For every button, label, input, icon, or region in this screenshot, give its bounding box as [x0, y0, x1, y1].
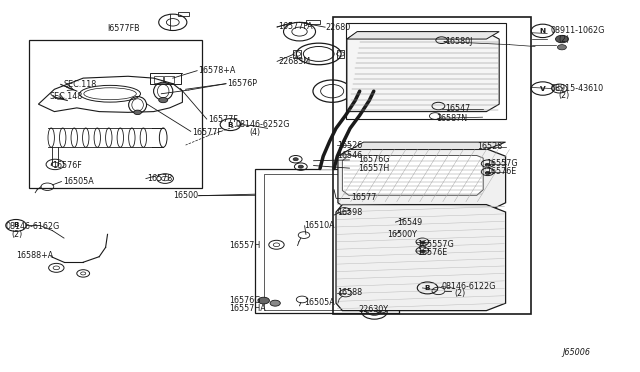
Text: 16577F: 16577F [192, 128, 222, 137]
Text: (2): (2) [558, 92, 570, 100]
Text: 16576E: 16576E [417, 248, 447, 257]
Text: 16557H: 16557H [358, 164, 390, 173]
Bar [264, 174, 390, 310]
Text: 16500: 16500 [173, 191, 198, 200]
Text: (4): (4) [250, 128, 260, 137]
Bar [293, 50, 301, 58]
Text: 08146-6122G: 08146-6122G [442, 282, 496, 291]
Text: 16546: 16546 [337, 151, 362, 160]
Text: 16576G: 16576G [358, 155, 390, 164]
Bar [306, 20, 320, 24]
Circle shape [485, 171, 490, 174]
Bar [164, 76, 174, 83]
Circle shape [485, 163, 490, 166]
Text: J65006: J65006 [562, 348, 590, 357]
Bar [337, 50, 344, 58]
Text: B: B [228, 122, 233, 128]
Text: l6577FB: l6577FB [107, 24, 140, 33]
Text: B: B [425, 285, 430, 291]
Text: 08146-6162G: 08146-6162G [5, 222, 60, 231]
Text: 16577: 16577 [351, 193, 376, 202]
Text: SEC.118: SEC.118 [64, 80, 97, 89]
Text: 16576E: 16576E [486, 167, 516, 176]
Circle shape [557, 45, 566, 50]
Bar [255, 169, 399, 313]
Text: 16588: 16588 [337, 288, 362, 297]
Text: 16505A: 16505A [305, 298, 335, 307]
Text: 16577F: 16577F [208, 115, 238, 124]
Text: B: B [13, 222, 19, 228]
Polygon shape [351, 142, 506, 150]
Bar [178, 12, 189, 16]
Circle shape [420, 250, 425, 253]
Circle shape [258, 297, 269, 304]
Text: 16557H: 16557H [229, 241, 260, 250]
Text: 16576P: 16576P [227, 79, 257, 88]
Text: 16549: 16549 [397, 218, 422, 227]
Bar [362, 299, 384, 307]
Text: 16500Y: 16500Y [387, 230, 417, 239]
Text: (2): (2) [12, 230, 23, 239]
Circle shape [420, 241, 425, 244]
Text: 16557G: 16557G [486, 159, 518, 168]
Text: 16547: 16547 [445, 105, 470, 113]
Circle shape [293, 158, 298, 161]
Text: SEC.148: SEC.148 [50, 92, 83, 101]
Text: 16598: 16598 [337, 208, 362, 217]
Text: 22630Y: 22630Y [358, 305, 388, 314]
Text: 22683M: 22683M [278, 57, 310, 66]
Text: 16587N: 16587N [436, 114, 468, 123]
Text: 16576G: 16576G [229, 296, 260, 305]
Text: 16510A: 16510A [305, 221, 335, 230]
Text: 16580J: 16580J [445, 37, 473, 46]
Polygon shape [347, 32, 499, 39]
Circle shape [298, 165, 303, 168]
Text: 16505A: 16505A [63, 177, 93, 186]
Text: 16578+A: 16578+A [198, 66, 236, 75]
Bar [333, 17, 531, 314]
Text: 08915-43610: 08915-43610 [550, 84, 604, 93]
Text: 22680: 22680 [325, 23, 350, 32]
Text: 16588+A: 16588+A [16, 251, 53, 260]
Bar [150, 73, 181, 84]
Text: (2): (2) [454, 289, 466, 298]
Text: 08146-6252G: 08146-6252G [236, 120, 290, 129]
Bar [346, 23, 506, 119]
Text: 16526: 16526 [337, 141, 362, 150]
Circle shape [270, 300, 280, 306]
Text: 08911-1062G: 08911-1062G [550, 26, 605, 35]
Circle shape [556, 35, 568, 43]
Polygon shape [347, 32, 499, 112]
Text: 16557HA: 16557HA [229, 304, 266, 312]
Text: N: N [540, 28, 546, 34]
Polygon shape [338, 149, 506, 212]
Text: (2): (2) [558, 35, 570, 44]
Text: V: V [540, 86, 545, 92]
Bar [154, 76, 163, 83]
Text: 16576F: 16576F [52, 161, 82, 170]
Bar [29, 40, 202, 188]
Circle shape [159, 97, 168, 103]
Text: 16577FA: 16577FA [278, 22, 313, 31]
Polygon shape [336, 205, 506, 311]
Text: 16578: 16578 [147, 174, 172, 183]
Polygon shape [342, 155, 483, 195]
Circle shape [134, 110, 141, 115]
Text: 16528: 16528 [477, 142, 502, 151]
Text: 165557G: 165557G [417, 240, 454, 249]
